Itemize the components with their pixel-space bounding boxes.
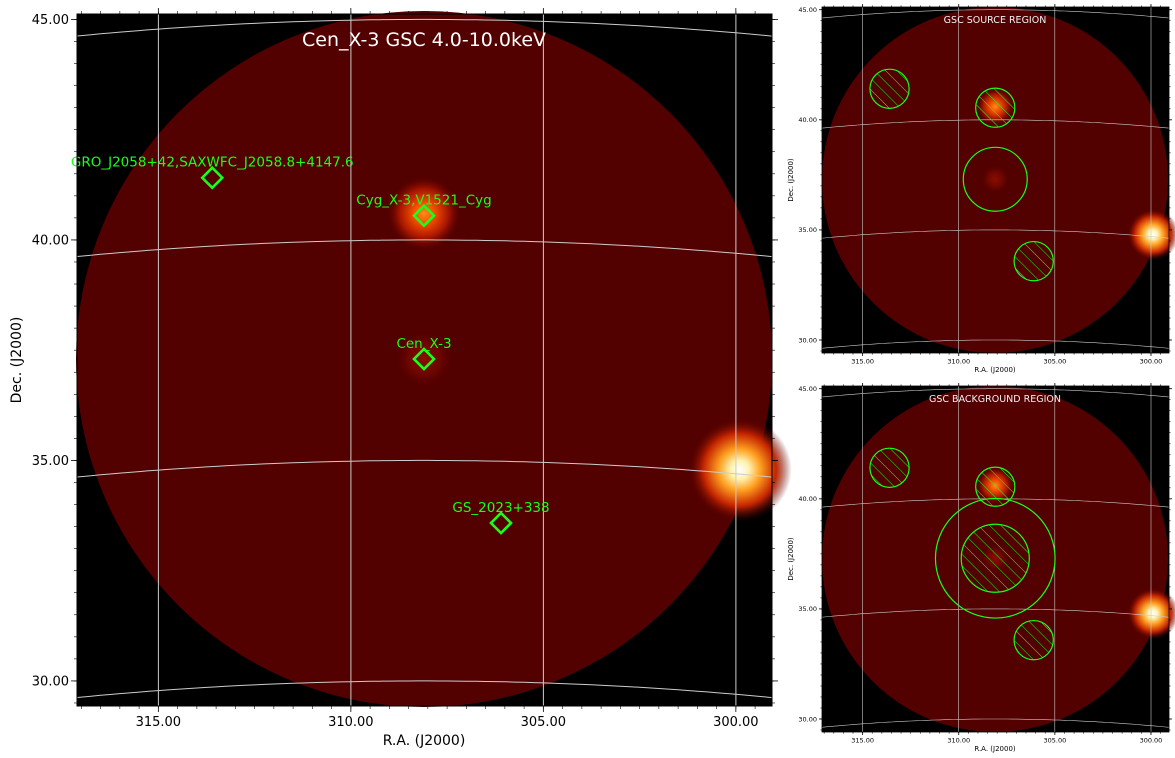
grid-line-dec <box>822 9 1169 19</box>
excluded-region-circle <box>1013 619 1054 661</box>
x-tick-label: 310.00 <box>328 715 374 730</box>
main-axis-ticks: 315.00 310.00 305.00 300.00 45.00 40.00 35.00 3… <box>32 8 778 730</box>
y-tick-label: 45.00 <box>798 6 817 14</box>
background-panel-title: GSC BACKGROUND REGION <box>929 394 1061 405</box>
bright-spot <box>980 164 1011 195</box>
main-source-markers: GRO_J2058+42,SAXWFC_J2058.8+4147.6 Cyg_X-… <box>71 155 550 535</box>
source-axis-ticks: 315.00 310.00 305.00 300.00 45.00 40.00 35.00 3… <box>798 4 1172 366</box>
background-region-circle <box>934 497 1056 619</box>
source-label: Cyg_X-3,V1521_Cyg <box>356 193 491 209</box>
excluded-region-circle <box>1013 240 1054 282</box>
x-tick-label: 300.00 <box>713 715 759 730</box>
excluded-region-circle <box>975 466 1016 507</box>
excluded-region-circle <box>869 447 910 488</box>
source-label: GS_2023+338 <box>452 500 549 516</box>
source-panel-title: GSC SOURCE REGION <box>944 15 1047 26</box>
bright-spot <box>687 417 792 522</box>
y-tick-label: 35.00 <box>798 605 817 613</box>
source-plot-frame <box>821 6 1170 354</box>
main-x-axis-label: R.A. (J2000) <box>383 733 466 749</box>
source-marker <box>412 203 436 228</box>
y-tick-label: 40.00 <box>798 495 817 503</box>
grid-line-dec <box>822 608 1169 618</box>
main-coordinate-grid <box>77 14 772 706</box>
x-tick-label: 315.00 <box>136 715 182 730</box>
y-tick-label: 40.00 <box>798 116 817 124</box>
main-plot-frame <box>76 13 773 707</box>
background-region-circles <box>869 447 1056 661</box>
main-bright-spots <box>386 175 792 522</box>
source-marker <box>489 511 513 535</box>
main-title: Cen_X-3 GSC 4.0-10.0keV <box>302 29 546 51</box>
x-tick-label: 310.00 <box>947 358 970 366</box>
grid-line-dec <box>77 239 772 258</box>
source-region-circles <box>869 68 1054 282</box>
grid-line-dec <box>822 229 1169 239</box>
x-tick-label: 300.00 <box>1140 737 1163 745</box>
y-tick-label: 35.00 <box>798 226 817 234</box>
x-tick-label: 310.00 <box>947 737 970 745</box>
source-marker <box>412 347 436 371</box>
y-tick-label: 45.00 <box>32 13 69 28</box>
grid-line-dec <box>822 388 1169 398</box>
x-tick-label: 305.00 <box>521 715 567 730</box>
background-x-axis-label: R.A. (J2000) <box>974 745 1016 753</box>
source-label: GRO_J2058+42,SAXWFC_J2058.8+4147.6 <box>71 155 354 171</box>
source-region-panel: GSC SOURCE REGION 315.00 310.00 305.00 300.… <box>787 4 1175 374</box>
y-tick-label: 45.00 <box>798 385 817 393</box>
background-axis-ticks: 315.00 310.00 305.00 300.00 45.00 40.00 35.00 3… <box>798 383 1172 745</box>
background-y-axis-label: Dec. (J2000) <box>787 537 795 581</box>
excluded-region-circle <box>869 68 910 109</box>
background-region-panel: GSC BACKGROUND REGION 315.00 310.00 305.00… <box>787 383 1175 753</box>
grid-line-dec <box>77 18 772 37</box>
x-tick-label: 300.00 <box>1140 358 1163 366</box>
y-tick-label: 30.00 <box>798 715 817 723</box>
source-marker <box>200 165 225 190</box>
x-tick-label: 305.00 <box>1043 358 1066 366</box>
bright-spot <box>386 175 462 252</box>
y-tick-label: 30.00 <box>798 336 817 344</box>
excluded-region-circle <box>975 87 1016 128</box>
source-label: Cen_X-3 <box>396 336 451 352</box>
x-tick-label: 305.00 <box>1043 737 1066 745</box>
source-region-circle <box>962 146 1028 212</box>
y-tick-label: 35.00 <box>32 454 69 469</box>
y-tick-label: 30.00 <box>32 674 69 689</box>
grid-line-dec <box>822 339 1169 349</box>
grid-line-dec <box>822 718 1169 728</box>
grid-line-dec <box>77 680 772 699</box>
excluded-region-circle <box>960 523 1030 593</box>
x-tick-label: 315.00 <box>851 358 874 366</box>
x-tick-label: 315.00 <box>851 737 874 745</box>
background-plot-frame <box>821 385 1170 733</box>
source-y-axis-label: Dec. (J2000) <box>787 158 795 202</box>
y-tick-label: 40.00 <box>32 233 69 248</box>
source-x-axis-label: R.A. (J2000) <box>974 366 1016 374</box>
grid-line-dec <box>77 459 772 478</box>
bright-spot <box>394 329 454 389</box>
main-panel: Cen_X-3 GSC 4.0-10.0keV GRO_J2058+42,SAX… <box>9 8 792 749</box>
main-y-axis-label: Dec. (J2000) <box>9 317 25 404</box>
